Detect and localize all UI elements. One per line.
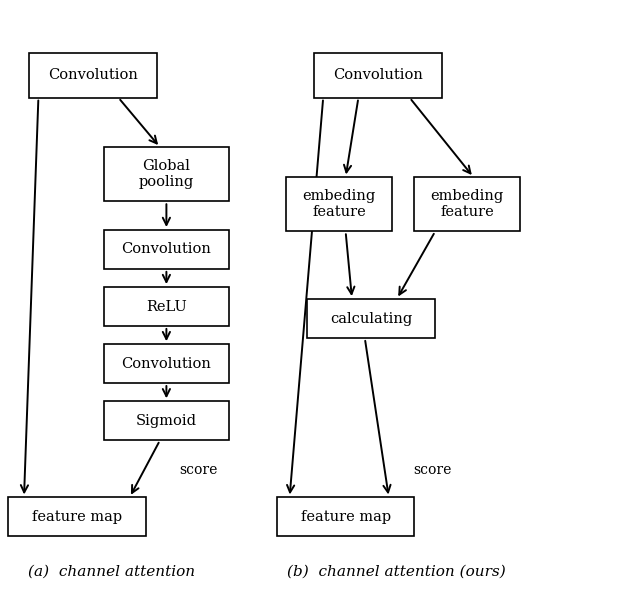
FancyBboxPatch shape	[104, 344, 229, 383]
FancyBboxPatch shape	[307, 299, 435, 338]
FancyBboxPatch shape	[287, 177, 392, 231]
Text: (b)  channel attention (ours): (b) channel attention (ours)	[287, 564, 506, 578]
Text: feature map: feature map	[32, 510, 122, 524]
Text: ReLU: ReLU	[146, 299, 187, 314]
Text: Convolution: Convolution	[48, 68, 138, 82]
FancyBboxPatch shape	[104, 147, 229, 201]
Text: Convolution: Convolution	[122, 242, 211, 257]
FancyBboxPatch shape	[104, 401, 229, 440]
Text: calculating: calculating	[330, 311, 412, 326]
Text: score: score	[413, 463, 451, 477]
Text: Convolution: Convolution	[333, 68, 422, 82]
FancyBboxPatch shape	[104, 287, 229, 326]
FancyBboxPatch shape	[104, 230, 229, 269]
Text: Sigmoid: Sigmoid	[136, 413, 197, 428]
FancyBboxPatch shape	[29, 52, 157, 97]
FancyBboxPatch shape	[314, 52, 442, 97]
Text: Global
pooling: Global pooling	[139, 159, 194, 189]
FancyBboxPatch shape	[8, 498, 146, 536]
Text: (a)  channel attention: (a) channel attention	[28, 564, 196, 578]
Text: embeding
feature: embeding feature	[303, 189, 376, 219]
Text: embeding
feature: embeding feature	[431, 189, 504, 219]
Text: Convolution: Convolution	[122, 356, 211, 371]
FancyBboxPatch shape	[277, 498, 415, 536]
FancyBboxPatch shape	[415, 177, 520, 231]
Text: score: score	[179, 463, 218, 477]
Text: feature map: feature map	[301, 510, 390, 524]
